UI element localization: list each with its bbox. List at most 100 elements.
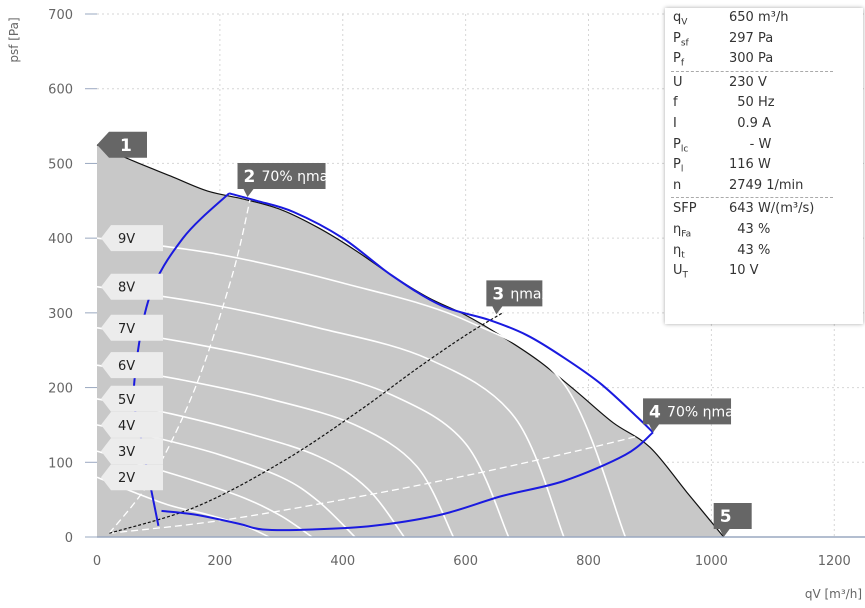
y-tick-label: 100 (48, 456, 73, 471)
y-tick-label: 0 (65, 531, 73, 546)
info-key: n (673, 176, 729, 197)
info-row: I 0.9 A (665, 114, 863, 135)
info-key: SFP (673, 199, 729, 220)
voltage-label-5V: 5V (118, 393, 135, 408)
point-label-2: 70% ηmax (262, 169, 337, 185)
info-separator (671, 70, 833, 72)
voltage-tag-5V (101, 385, 163, 412)
voltage-tag-7V (101, 314, 163, 341)
operating-limit-bottom (161, 431, 654, 532)
info-value: 643 W/(m³/s) (729, 201, 815, 217)
voltage-label-4V: 4V (118, 419, 135, 434)
x-tick-label: 0 (93, 554, 101, 569)
x-tick-label: 200 (207, 554, 232, 569)
info-row: qV 650 m³/h (665, 8, 863, 29)
info-row: Psf 297 Pa (665, 29, 863, 50)
point-number-4: 4 (649, 402, 661, 422)
info-key: qV (673, 8, 729, 29)
x-tick-label: 1200 (818, 554, 851, 569)
voltage-tag-4V (101, 411, 163, 438)
info-key-subscript: sf (680, 38, 689, 49)
info-row: ηFa 43 % (665, 220, 863, 241)
info-row: ηt 43 % (665, 241, 863, 262)
info-value: 116 W (729, 157, 771, 173)
info-key: I (673, 114, 729, 135)
info-row: Pf 300 Pa (665, 49, 863, 70)
info-key: ηFa (673, 220, 729, 241)
info-key-symbol: I (673, 115, 677, 131)
efficiency-max-curve (109, 312, 503, 534)
voltage-curve-6V (96, 364, 455, 538)
info-separator (671, 197, 833, 199)
x-tick-label: 400 (330, 554, 355, 569)
voltage-tag-9V (101, 225, 163, 252)
info-key-symbol: P (673, 136, 681, 152)
info-value: 43 % (729, 242, 771, 258)
info-value: 0.9 A (729, 115, 771, 131)
efficiency-curves (108, 192, 654, 534)
info-key-symbol: f (673, 95, 678, 111)
axes: 0 200 400 600 800 1000 1200 0 100 200 300 400 500 600… (48, 8, 865, 569)
point-marker-2 (237, 163, 326, 198)
efficiency-70-right-curve (109, 431, 654, 534)
operating-point-markers: 1 2 70% ηmax 3 ηmax 4 70% ηmax 5 (97, 131, 752, 537)
info-key: Pl (673, 155, 729, 176)
info-key: U (673, 73, 729, 94)
info-value: 300 Pa (729, 51, 774, 67)
info-key: f (673, 93, 729, 114)
voltage-label-6V: 6V (118, 359, 135, 374)
info-key: Pf (673, 49, 729, 70)
y-tick-label: 200 (48, 382, 73, 397)
x-tick-label: 600 (453, 554, 478, 569)
voltage-curve-7V (96, 327, 510, 538)
point-number-5: 5 (720, 507, 732, 527)
point-number-3: 3 (492, 284, 504, 304)
info-key-symbol: P (673, 157, 681, 173)
voltage-label-7V: 7V (118, 322, 135, 337)
info-key-symbol: P (673, 30, 681, 46)
info-key-symbol: SFP (673, 201, 697, 217)
voltage-curve-8V (96, 285, 565, 538)
y-axis-label: psf [Pa] (7, 17, 21, 62)
y-tick-label: 300 (48, 307, 73, 322)
y-tick-label: 400 (48, 232, 73, 247)
point-number-1: 1 (120, 136, 132, 156)
info-key-subscript: l (680, 164, 684, 175)
voltage-label-8V: 8V (118, 281, 135, 296)
info-row: Pl 116 W (665, 155, 863, 176)
y-tick-label: 700 (48, 8, 73, 23)
info-row: UT 10 V (665, 261, 863, 282)
info-key-symbol: q (673, 10, 682, 25)
operating-limit-top (228, 192, 654, 434)
info-key-subscript: f (680, 58, 685, 69)
info-value: 10 V (729, 263, 759, 279)
x-axis-label: qV [m³/h] (805, 587, 862, 601)
info-value: 297 Pa (729, 30, 774, 46)
point-number-2: 2 (244, 167, 256, 187)
info-key: UT (673, 261, 729, 282)
info-key-symbol: η (673, 242, 682, 258)
info-key-symbol: n (673, 177, 682, 193)
voltage-labels: 2V 3V 4V 5V 6V 7V 8V 9V (101, 225, 163, 491)
voltage-tag-2V (101, 464, 163, 491)
info-key-symbol: η (673, 221, 682, 237)
point-label-4: 70% ηmax (667, 404, 742, 420)
voltage-label-9V: 9V (118, 232, 135, 247)
point-marker-3 (486, 280, 543, 315)
info-value: 230 V (729, 74, 767, 90)
info-row: f 50 Hz (665, 93, 863, 114)
y-tick-label: 600 (48, 83, 73, 98)
point-marker-4 (643, 398, 732, 433)
info-value: - W (729, 136, 772, 152)
operating-envelope-area (97, 144, 724, 538)
info-row: SFP 643 W/(m³/s) (665, 199, 863, 220)
info-row: Plc - W (665, 135, 863, 156)
voltage-tag-3V (101, 438, 163, 465)
x-tick-label: 1000 (695, 554, 728, 569)
info-key-subscript: V (681, 17, 688, 28)
info-key-symbol: P (673, 51, 681, 67)
info-key: ηt (673, 241, 729, 262)
point-marker-5 (713, 503, 752, 537)
info-value: 50 Hz (729, 95, 775, 111)
